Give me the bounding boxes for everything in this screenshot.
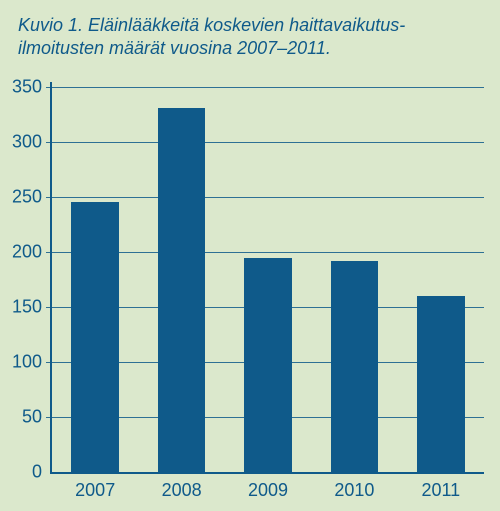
- y-tick-label: 100: [12, 352, 42, 373]
- x-tick-label: 2009: [248, 480, 288, 501]
- y-tick-label: 350: [12, 77, 42, 98]
- x-tick-label: 2007: [75, 480, 115, 501]
- y-tick-label: 300: [12, 132, 42, 153]
- y-tick-label: 150: [12, 297, 42, 318]
- chart-title: Kuvio 1. Eläinlääkkeitä koskevien haitta…: [18, 14, 405, 59]
- x-tick-label: 2010: [334, 480, 374, 501]
- bars-group: [52, 82, 484, 472]
- y-tick-label: 250: [12, 187, 42, 208]
- bar: [244, 258, 292, 472]
- plot-area: 050100150200250300350 200720082009201020…: [50, 82, 484, 474]
- y-tick-label: 50: [22, 407, 42, 428]
- bar: [158, 108, 206, 472]
- bar: [71, 202, 119, 472]
- x-tick-label: 2011: [421, 480, 460, 501]
- bar: [331, 261, 379, 472]
- y-tick-label: 200: [12, 242, 42, 263]
- y-tick-label: 0: [32, 462, 42, 483]
- bar: [417, 296, 465, 472]
- x-tick-label: 2008: [162, 480, 202, 501]
